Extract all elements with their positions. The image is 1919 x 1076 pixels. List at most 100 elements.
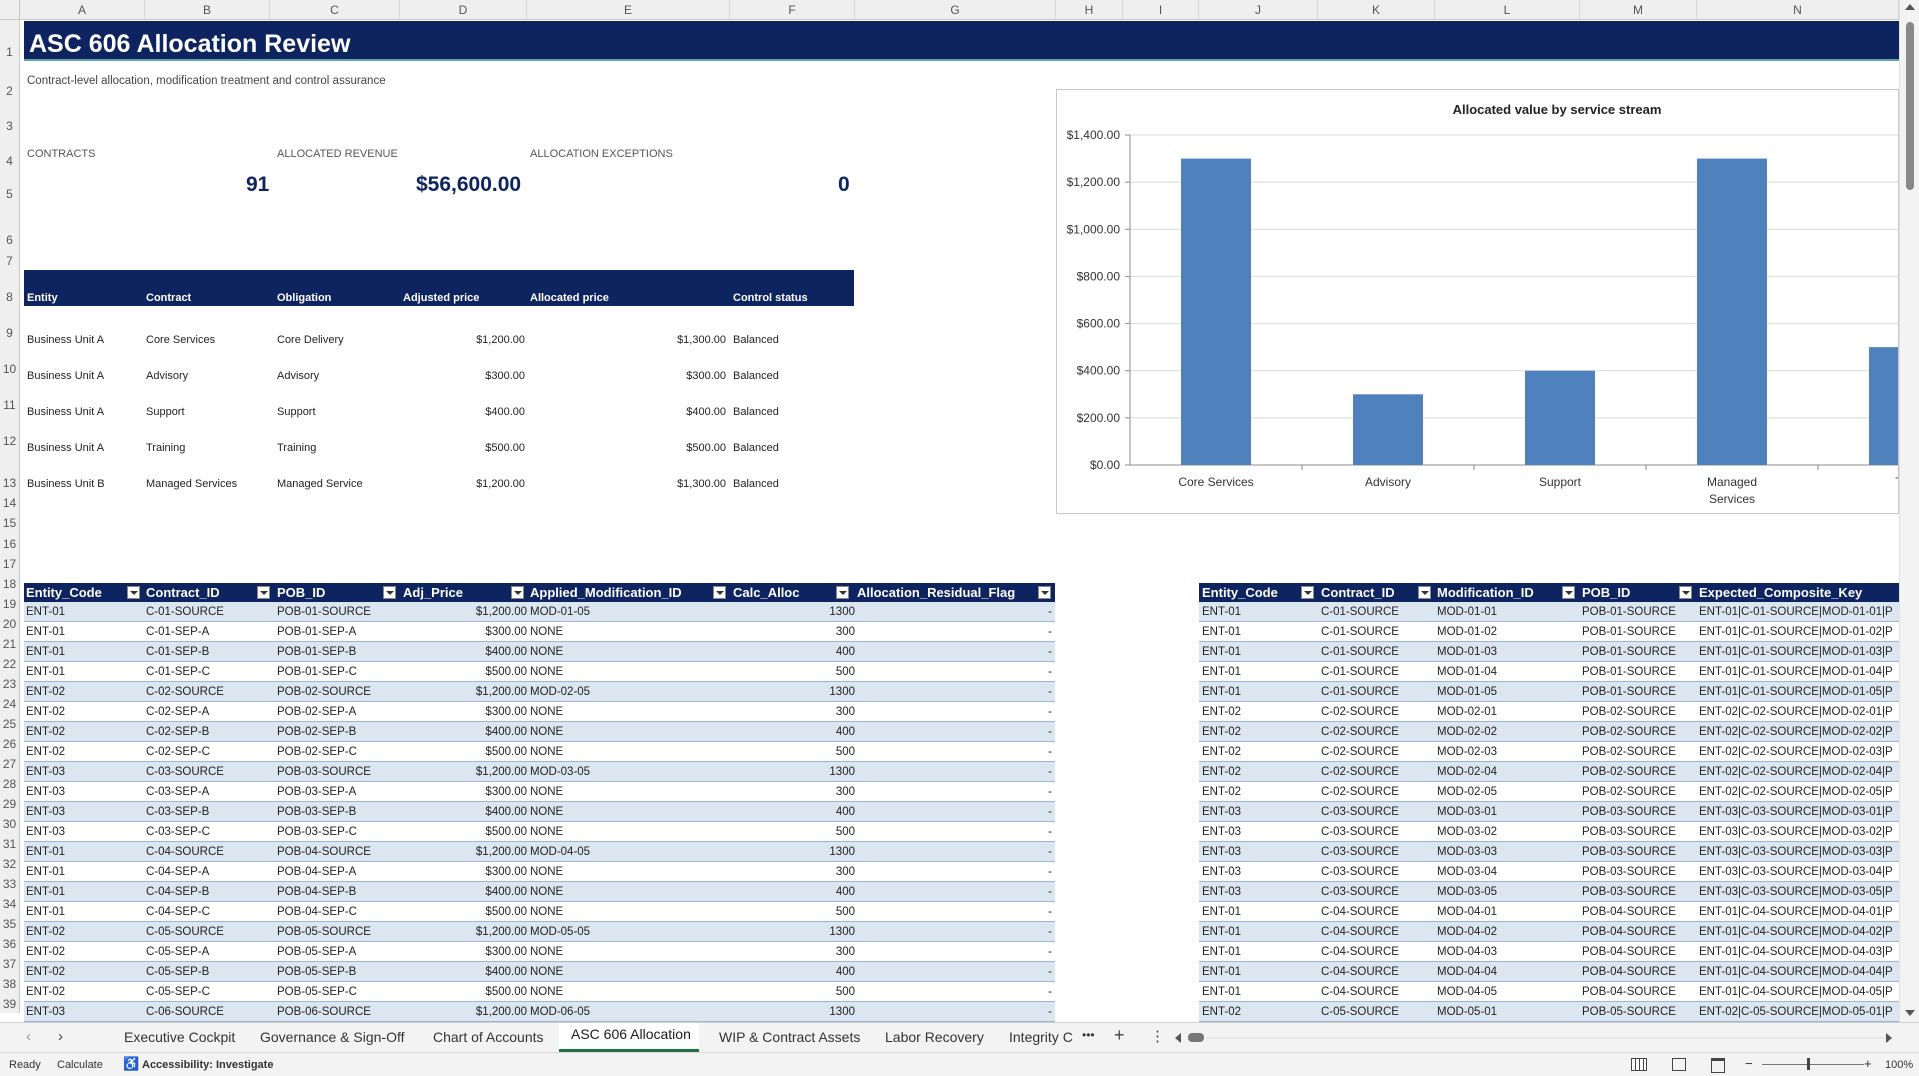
table-row[interactable]: ENT-01 C-01-SOURCE MOD-01-02 POB-01-SOURCE E… [1199, 622, 1899, 642]
table-row[interactable]: ENT-01 C-04-SOURCE MOD-04-01 POB-04-SOURCE E… [1199, 902, 1899, 922]
column-header-l[interactable]: L [1435, 0, 1580, 20]
row-header-26[interactable]: 26 [0, 733, 20, 753]
row-header-36[interactable]: 36 [0, 933, 20, 953]
row-header-28[interactable]: 28 [0, 773, 20, 793]
row-header-1[interactable]: 1 [0, 20, 20, 61]
table-row[interactable]: ENT-03 C-03-SEP-B POB-03-SEP-B $400.00 NONE 4… [24, 802, 1055, 822]
row-header-9[interactable]: 9 [0, 306, 20, 342]
row-header-2[interactable]: 2 [0, 61, 20, 100]
row-header-6[interactable]: 6 [0, 203, 20, 249]
table-row[interactable]: ENT-03 C-03-SOURCE MOD-03-01 POB-03-SOURCE E… [1199, 802, 1899, 822]
column-header-i[interactable]: I [1123, 0, 1199, 20]
row-header-22[interactable]: 22 [0, 653, 20, 673]
horizontal-scroll-thumb[interactable] [1188, 1033, 1204, 1042]
zoom-in-button[interactable]: + [1864, 1056, 1872, 1071]
column-header-h[interactable]: H [1056, 0, 1123, 20]
chart-bar[interactable] [1181, 158, 1251, 466]
table-row[interactable]: ENT-01 C-04-SEP-C POB-04-SEP-C $500.00 NONE 5… [24, 902, 1055, 922]
row-header-14[interactable]: 14 [0, 492, 20, 512]
row-header-17[interactable]: 17 [0, 553, 20, 573]
row-header-10[interactable]: 10 [0, 342, 20, 378]
tab-chart-of-accounts[interactable]: Chart of Accounts [433, 1029, 544, 1045]
column-header-g[interactable]: G [855, 0, 1056, 20]
zoom-slider-track[interactable] [1762, 1064, 1864, 1065]
tab-governance-sign-off[interactable]: Governance & Sign-Off [260, 1029, 405, 1045]
row-header-34[interactable]: 34 [0, 893, 20, 913]
column-header-k[interactable]: K [1318, 0, 1435, 20]
tab-scroll-right-icon[interactable]: › [58, 1028, 63, 1045]
chart-area[interactable]: Allocated value by service stream $0.00 $… [1056, 89, 1899, 514]
table-row[interactable]: ENT-03 C-03-SOURCE MOD-03-04 POB-03-SOURCE E… [1199, 862, 1899, 882]
table-row[interactable]: ENT-02 C-05-SEP-C POB-05-SEP-C $500.00 NONE 5… [24, 982, 1055, 1002]
table-row[interactable]: ENT-02 C-02-SOURCE MOD-02-02 POB-02-SOURCE E… [1199, 722, 1899, 742]
normal-view-icon[interactable] [1631, 1058, 1647, 1071]
table-row[interactable]: ENT-03 C-03-SEP-C POB-03-SEP-C $500.00 NONE 5… [24, 822, 1055, 842]
table-row[interactable]: ENT-01 C-01-SEP-A POB-01-SEP-A $300.00 NONE 3… [24, 622, 1055, 642]
filter-applied-mod-button[interactable] [713, 586, 726, 599]
table-row[interactable]: ENT-02 C-02-SEP-A POB-02-SEP-A $300.00 NONE 3… [24, 702, 1055, 722]
row-header-35[interactable]: 35 [0, 913, 20, 933]
table-row[interactable]: ENT-01 C-01-SOURCE MOD-01-04 POB-01-SOURCE E… [1199, 662, 1899, 682]
scroll-down-arrow-icon[interactable] [1905, 1010, 1915, 1016]
column-header-c[interactable]: C [270, 0, 400, 20]
table-row[interactable]: ENT-03 C-03-SOURCE MOD-03-03 POB-03-SOURCE E… [1199, 842, 1899, 862]
row-header-24[interactable]: 24 [0, 693, 20, 713]
row-header-11[interactable]: 11 [0, 378, 20, 414]
row-header-38[interactable]: 38 [0, 973, 20, 993]
table-row[interactable]: ENT-01 C-01-SEP-C POB-01-SEP-C $500.00 NONE 5… [24, 662, 1055, 682]
table-row[interactable]: ENT-01 C-04-SOURCE POB-04-SOURCE $1,200.00 M… [24, 842, 1055, 862]
column-header-e[interactable]: E [527, 0, 730, 20]
table-row[interactable]: ENT-01 C-01-SEP-B POB-01-SEP-B $400.00 NONE 4… [24, 642, 1055, 662]
column-header-m[interactable]: M [1580, 0, 1697, 20]
select-all-corner[interactable] [0, 0, 20, 20]
table-row[interactable]: ENT-01 C-01-SOURCE MOD-01-03 POB-01-SOURCE E… [1199, 642, 1899, 662]
table-row[interactable]: ENT-02 C-02-SOURCE MOD-02-04 POB-02-SOURCE E… [1199, 762, 1899, 782]
table-row[interactable]: ENT-02 C-02-SOURCE MOD-02-05 POB-02-SOURCE E… [1199, 782, 1899, 802]
row-header-29[interactable]: 29 [0, 793, 20, 813]
table-row[interactable]: ENT-01 C-04-SEP-A POB-04-SEP-A $300.00 NONE 3… [24, 862, 1055, 882]
row-header-32[interactable]: 32 [0, 853, 20, 873]
column-header-b[interactable]: B [145, 0, 270, 20]
row-header-20[interactable]: 20 [0, 613, 20, 633]
column-header-a[interactable]: A [20, 0, 145, 20]
filter-residual-flag-button[interactable] [1038, 586, 1051, 599]
table-row[interactable]: ENT-02 C-05-SOURCE MOD-05-01 POB-05-SOURCE E… [1199, 1002, 1899, 1022]
table-row[interactable]: ENT-01 C-04-SOURCE MOD-04-02 POB-04-SOURCE E… [1199, 922, 1899, 942]
filter-entity-code-button[interactable] [127, 586, 140, 599]
tab-asc-606-allocation[interactable]: ASC 606 Allocation [559, 1023, 699, 1052]
row-header-5[interactable]: 5 [0, 170, 20, 203]
vertical-scrollbar[interactable] [1899, 0, 1919, 1022]
table-row[interactable]: ENT-02 C-02-SOURCE POB-02-SOURCE $1,200.00 M… [24, 682, 1055, 702]
row-header-39[interactable]: 39 [0, 993, 20, 1013]
table-row[interactable]: ENT-01 C-04-SOURCE MOD-04-05 POB-04-SOURCE E… [1199, 982, 1899, 1002]
table-row[interactable]: ENT-01 C-01-SOURCE MOD-01-01 POB-01-SOURCE E… [1199, 602, 1899, 622]
row-header-19[interactable]: 19 [0, 593, 20, 613]
zoom-slider-thumb[interactable] [1807, 1058, 1810, 1070]
table-row[interactable]: ENT-01 C-04-SOURCE MOD-04-04 POB-04-SOURCE E… [1199, 962, 1899, 982]
row-header-8[interactable]: 8 [0, 270, 20, 306]
row-header-3[interactable]: 3 [0, 100, 20, 135]
table-row[interactable]: ENT-02 C-05-SOURCE POB-05-SOURCE $1,200.00 M… [24, 922, 1055, 942]
row-header-15[interactable]: 15 [0, 512, 20, 532]
row-header-16[interactable]: 16 [0, 532, 20, 553]
filter-r-contract-id-button[interactable] [1418, 586, 1431, 599]
page-break-view-icon[interactable] [1711, 1058, 1725, 1073]
row-header-37[interactable]: 37 [0, 953, 20, 973]
status-calculate-button[interactable]: Calculate [57, 1059, 103, 1071]
row-header-27[interactable]: 27 [0, 753, 20, 773]
table-row[interactable]: ENT-03 C-03-SEP-A POB-03-SEP-A $300.00 NONE 3… [24, 782, 1055, 802]
page-layout-view-icon[interactable] [1672, 1058, 1686, 1071]
scroll-up-arrow-icon[interactable] [1905, 4, 1915, 10]
column-header-j[interactable]: J [1199, 0, 1318, 20]
row-header-4[interactable]: 4 [0, 135, 20, 170]
table-row[interactable]: ENT-03 C-06-SOURCE POB-06-SOURCE $1,200.00 M… [24, 1002, 1055, 1022]
chart-bar[interactable] [1697, 158, 1767, 466]
filter-r-pob-id-button[interactable] [1679, 586, 1692, 599]
table-row[interactable]: ENT-02 C-02-SEP-C POB-02-SEP-C $500.00 NONE 5… [24, 742, 1055, 762]
filter-r-modification-id-button[interactable] [1562, 586, 1575, 599]
table-row[interactable]: ENT-01 C-04-SEP-B POB-04-SEP-B $400.00 NONE 4… [24, 882, 1055, 902]
column-header-f[interactable]: F [730, 0, 855, 20]
column-header-d[interactable]: D [400, 0, 527, 20]
table-row[interactable]: ENT-02 C-02-SEP-B POB-02-SEP-B $400.00 NONE 4… [24, 722, 1055, 742]
row-header-33[interactable]: 33 [0, 873, 20, 893]
